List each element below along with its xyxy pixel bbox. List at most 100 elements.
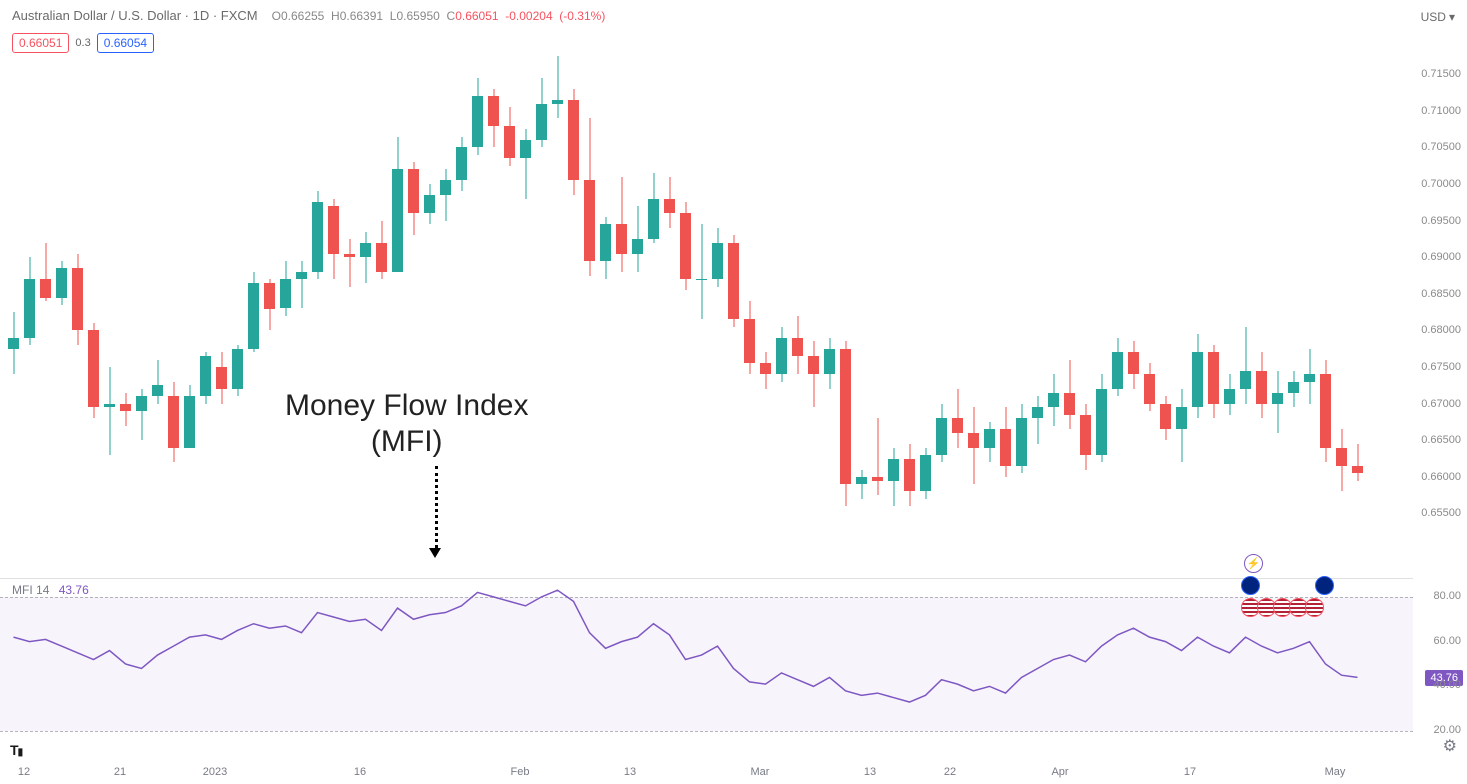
candle[interactable] — [968, 56, 979, 572]
candle[interactable] — [1288, 56, 1299, 572]
candle[interactable] — [104, 56, 115, 572]
candle[interactable] — [536, 56, 547, 572]
candle[interactable] — [600, 56, 611, 572]
price-chart[interactable] — [0, 56, 1413, 572]
candle[interactable] — [920, 56, 931, 572]
candle[interactable] — [840, 56, 851, 572]
candle[interactable] — [40, 56, 51, 572]
candle[interactable] — [888, 56, 899, 572]
candle[interactable] — [440, 56, 451, 572]
candle[interactable] — [792, 56, 803, 572]
candle[interactable] — [664, 56, 675, 572]
candle[interactable] — [1304, 56, 1315, 572]
price-yaxis[interactable]: 0.715000.710000.705000.700000.695000.690… — [1413, 56, 1467, 572]
candle[interactable] — [1224, 56, 1235, 572]
candle[interactable] — [392, 56, 403, 572]
candle[interactable] — [1192, 56, 1203, 572]
candle[interactable] — [984, 56, 995, 572]
candle[interactable] — [376, 56, 387, 572]
candle[interactable] — [184, 56, 195, 572]
candle[interactable] — [584, 56, 595, 572]
bid-badge[interactable]: 0.66051 — [12, 33, 69, 53]
candle[interactable] — [856, 56, 867, 572]
candle[interactable] — [312, 56, 323, 572]
candle[interactable] — [520, 56, 531, 572]
candle[interactable] — [200, 56, 211, 572]
candle[interactable] — [456, 56, 467, 572]
candle[interactable] — [168, 56, 179, 572]
candle[interactable] — [1272, 56, 1283, 572]
candle[interactable] — [472, 56, 483, 572]
candle[interactable] — [744, 56, 755, 572]
candle[interactable] — [712, 56, 723, 572]
candle[interactable] — [1176, 56, 1187, 572]
candle[interactable] — [1352, 56, 1363, 572]
candle[interactable] — [1256, 56, 1267, 572]
candle[interactable] — [1096, 56, 1107, 572]
candle[interactable] — [936, 56, 947, 572]
candle[interactable] — [408, 56, 419, 572]
candle[interactable] — [680, 56, 691, 572]
flag-us-icon[interactable] — [1305, 598, 1324, 617]
flag-au-icon[interactable] — [1241, 576, 1260, 595]
candle[interactable] — [72, 56, 83, 572]
candle[interactable] — [552, 56, 563, 572]
symbol-title[interactable]: Australian Dollar / U.S. Dollar · 1D · F… — [12, 8, 258, 23]
candle[interactable] — [88, 56, 99, 572]
candle[interactable] — [616, 56, 627, 572]
candle[interactable] — [8, 56, 19, 572]
ask-badge[interactable]: 0.66054 — [97, 33, 154, 53]
candle[interactable] — [1144, 56, 1155, 572]
candle[interactable] — [136, 56, 147, 572]
candle[interactable] — [56, 56, 67, 572]
candle[interactable] — [952, 56, 963, 572]
candle[interactable] — [120, 56, 131, 572]
candle[interactable] — [760, 56, 771, 572]
candle[interactable] — [1032, 56, 1043, 572]
candle[interactable] — [1064, 56, 1075, 572]
mfi-chart[interactable]: MFI 14 43.76 43.76 — [0, 578, 1413, 748]
candle[interactable] — [328, 56, 339, 572]
gear-icon[interactable]: ⚙ — [1443, 736, 1457, 756]
candle[interactable] — [1240, 56, 1251, 572]
candle[interactable] — [232, 56, 243, 572]
candle[interactable] — [1112, 56, 1123, 572]
candle[interactable] — [360, 56, 371, 572]
candle[interactable] — [152, 56, 163, 572]
candle[interactable] — [872, 56, 883, 572]
candle[interactable] — [1208, 56, 1219, 572]
candle[interactable] — [728, 56, 739, 572]
candle[interactable] — [264, 56, 275, 572]
candle[interactable] — [632, 56, 643, 572]
candle[interactable] — [488, 56, 499, 572]
mfi-yaxis[interactable]: 80.0060.0040.0020.00 — [1413, 578, 1467, 748]
candle[interactable] — [280, 56, 291, 572]
candle[interactable] — [824, 56, 835, 572]
candle[interactable] — [776, 56, 787, 572]
candle[interactable] — [1080, 56, 1091, 572]
candle[interactable] — [1160, 56, 1171, 572]
candle[interactable] — [1048, 56, 1059, 572]
candle[interactable] — [344, 56, 355, 572]
candle[interactable] — [1320, 56, 1331, 572]
bolt-icon[interactable]: ⚡ — [1244, 554, 1263, 573]
candle[interactable] — [24, 56, 35, 572]
flag-au-icon[interactable] — [1315, 576, 1334, 595]
candle[interactable] — [296, 56, 307, 572]
candle[interactable] — [424, 56, 435, 572]
candle[interactable] — [904, 56, 915, 572]
candle[interactable] — [1336, 56, 1347, 572]
tradingview-logo[interactable]: T▮ — [10, 742, 22, 758]
candle[interactable] — [248, 56, 259, 572]
candle[interactable] — [504, 56, 515, 572]
candle[interactable] — [1000, 56, 1011, 572]
candle[interactable] — [808, 56, 819, 572]
candle[interactable] — [696, 56, 707, 572]
candle[interactable] — [1016, 56, 1027, 572]
currency-dropdown[interactable]: USD ▾ — [1421, 10, 1455, 24]
time-xaxis[interactable]: 1221202316Feb13Mar1322Apr17May — [0, 762, 1413, 784]
candle[interactable] — [568, 56, 579, 572]
candle[interactable] — [216, 56, 227, 572]
candle[interactable] — [1128, 56, 1139, 572]
candle[interactable] — [648, 56, 659, 572]
